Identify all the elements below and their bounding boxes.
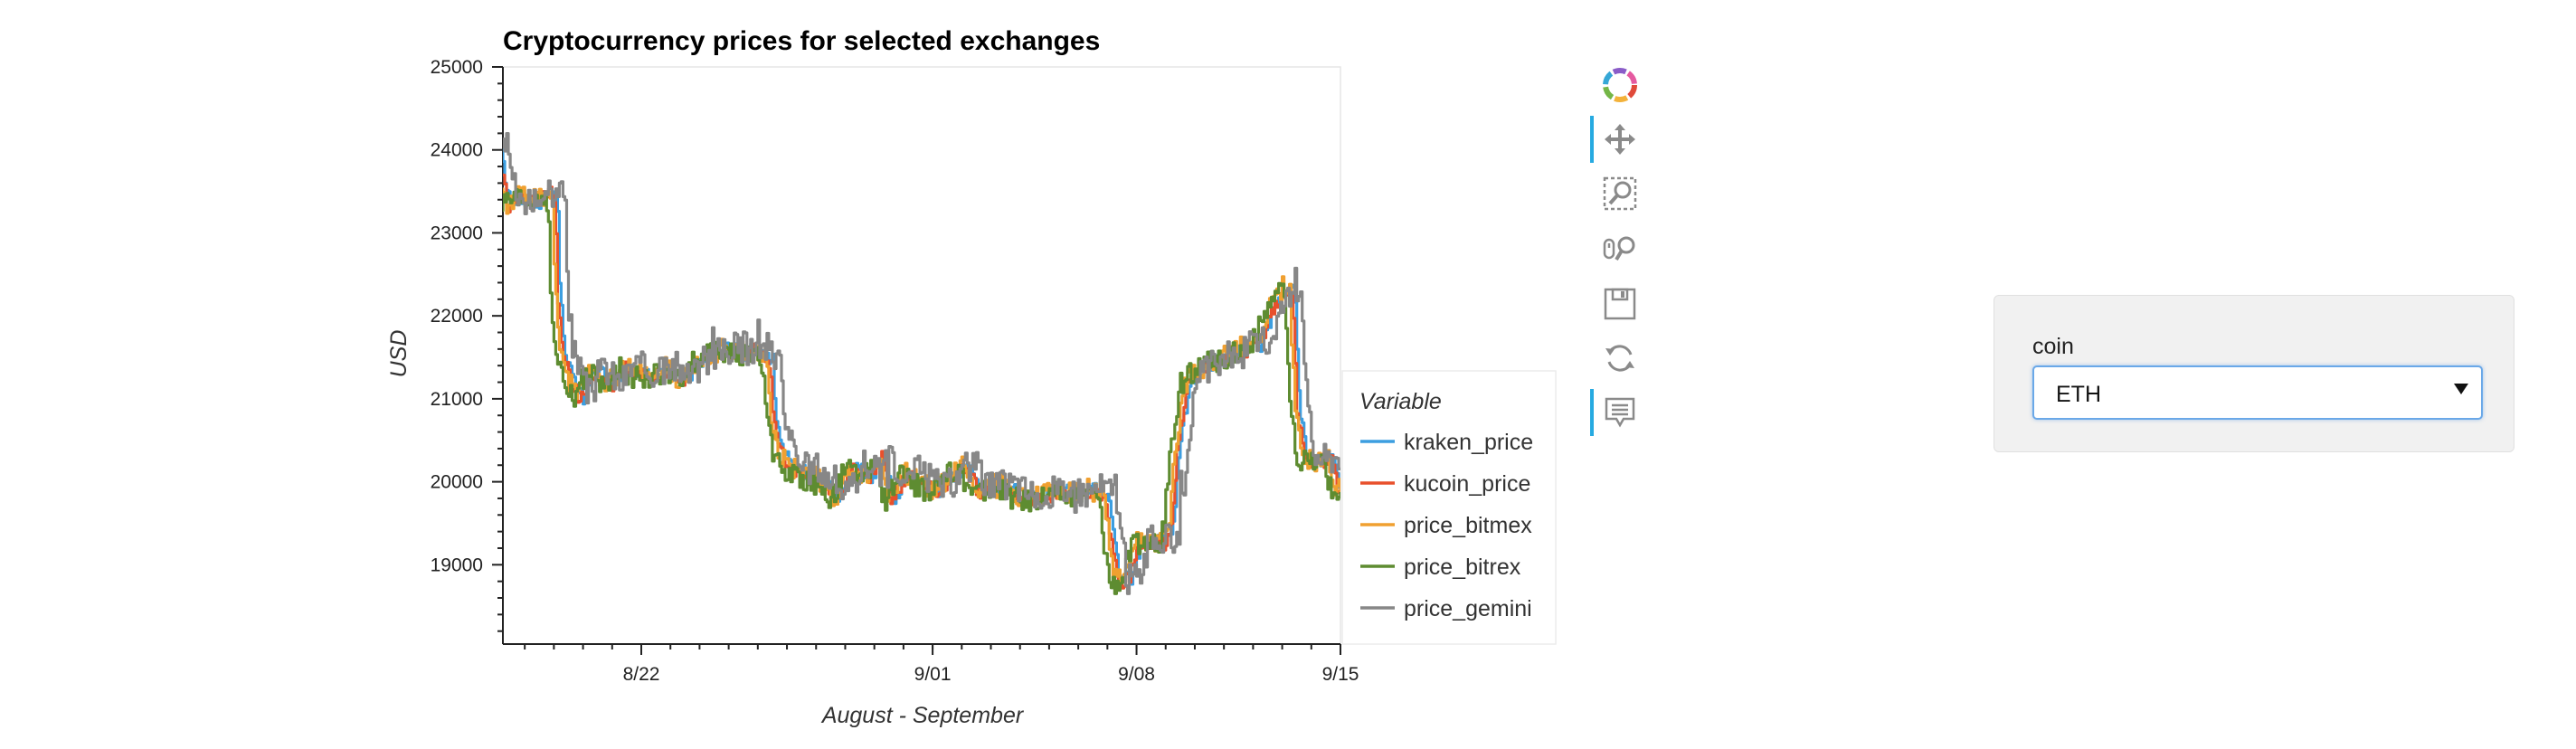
- legend-label-price_bitmex[interactable]: price_bitmex: [1404, 513, 1532, 538]
- x-tick-label: 8/22: [623, 664, 660, 685]
- y-tick-label: 23000: [431, 223, 483, 243]
- y-tick-label: 19000: [431, 555, 483, 575]
- legend[interactable]: Variable kraken_price kucoin_price price_b…: [1341, 370, 1557, 645]
- y-tick-label: 21000: [431, 389, 483, 410]
- y-tick-label: 20000: [431, 472, 483, 493]
- box-zoom-tool[interactable]: [1588, 168, 1652, 219]
- box-zoom-icon: [1603, 176, 1637, 211]
- chevron-down-icon: [2454, 384, 2468, 394]
- reset-icon: [1605, 345, 1634, 372]
- coin-select-value: ETH: [2056, 382, 2101, 407]
- y-tick-label: 24000: [431, 140, 483, 161]
- legend-label-kraken_price[interactable]: kraken_price: [1404, 430, 1533, 455]
- legend-label-kucoin_price[interactable]: kucoin_price: [1404, 471, 1530, 497]
- series-line-price_gemini: [503, 132, 1340, 595]
- pan-tool[interactable]: [1588, 114, 1652, 165]
- legend-title: Variable: [1359, 389, 1442, 414]
- save-tool[interactable]: [1588, 279, 1652, 329]
- pan-icon: [1605, 124, 1635, 155]
- coin-select-label: coin: [2032, 334, 2074, 359]
- plot-toolbar: [1588, 60, 1652, 449]
- save-icon: [1604, 288, 1636, 320]
- price-chart[interactable]: Cryptocurrency prices for selected excha…: [0, 0, 1592, 749]
- y-tick-label: 25000: [431, 57, 483, 78]
- coin-select[interactable]: ETH: [2032, 365, 2483, 420]
- legend-label-price_bitrex[interactable]: price_bitrex: [1404, 555, 1521, 580]
- y-axis: 19000 20000 21000 22000 23000 24000 25000: [431, 57, 504, 644]
- x-tick-label: 9/15: [1322, 664, 1359, 685]
- wheel-zoom-tool[interactable]: [1588, 224, 1652, 275]
- x-tick-label: 9/01: [914, 664, 952, 685]
- wheel-zoom-icon: [1603, 236, 1635, 261]
- x-axis-label: August - September: [820, 703, 1025, 728]
- legend-label-price_gemini[interactable]: price_gemini: [1404, 596, 1532, 621]
- series-group: [503, 132, 1340, 595]
- bokeh-logo-icon[interactable]: [1588, 60, 1652, 110]
- chart-title: Cryptocurrency prices for selected excha…: [503, 26, 1100, 56]
- y-axis-label: USD: [386, 330, 412, 378]
- coin-widget-panel: coin ETH: [1994, 295, 2514, 452]
- legend-box: [1341, 370, 1557, 645]
- x-axis: 8/22 9/01 9/08 9/15: [503, 643, 1359, 685]
- hover-icon: [1605, 397, 1635, 428]
- reset-tool[interactable]: [1588, 333, 1652, 384]
- hover-tool[interactable]: [1588, 387, 1652, 438]
- chart-area: Cryptocurrency prices for selected excha…: [0, 0, 1592, 749]
- x-tick-label: 9/08: [1118, 664, 1155, 685]
- y-tick-label: 22000: [431, 306, 483, 327]
